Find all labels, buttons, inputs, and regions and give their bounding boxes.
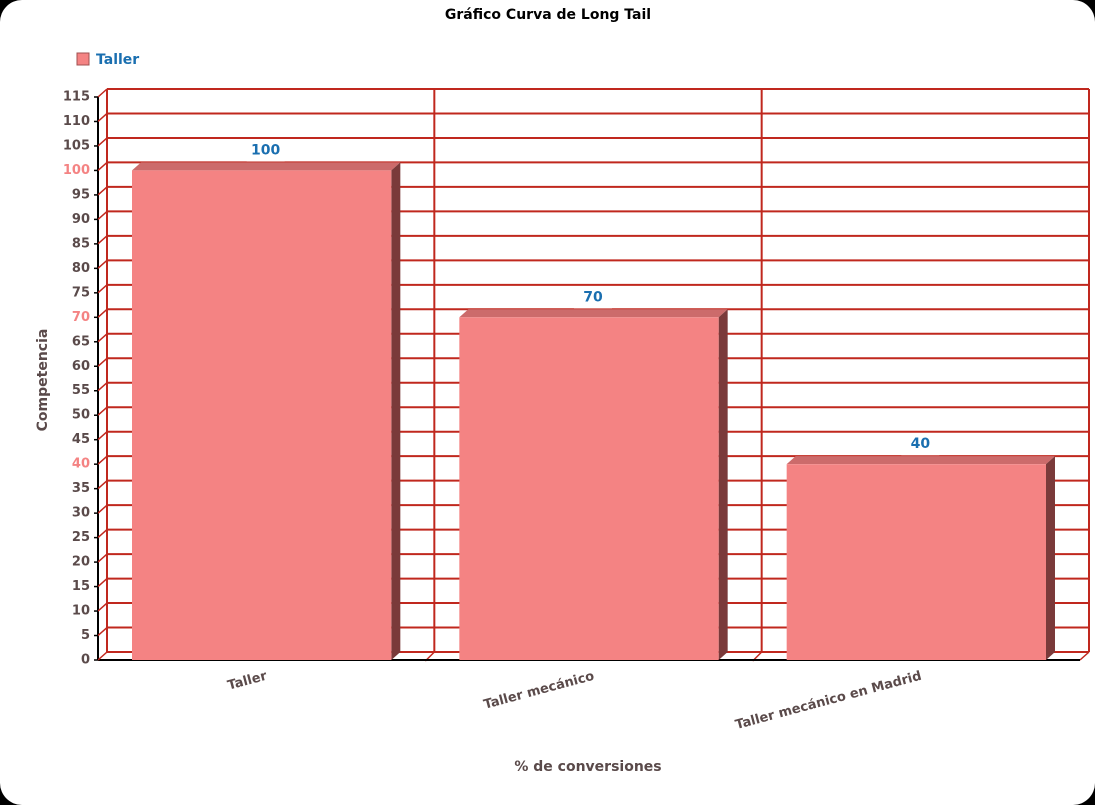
bar-side bbox=[718, 309, 728, 660]
y-tick-label: 65 bbox=[72, 334, 90, 349]
bar bbox=[786, 464, 1046, 660]
grid-tick bbox=[97, 161, 108, 171]
x-axis-label: % de conversiones bbox=[514, 759, 661, 775]
data-label: 100 bbox=[251, 142, 280, 158]
y-tick-label: 105 bbox=[63, 138, 90, 153]
grid-tick bbox=[97, 455, 108, 465]
grid-tick bbox=[97, 602, 108, 612]
y-tick-label: 85 bbox=[72, 236, 90, 251]
grid-tick bbox=[97, 333, 108, 343]
chart-title: Gráfico Curva de Long Tail bbox=[445, 7, 651, 23]
y-tick-label: 110 bbox=[63, 114, 90, 129]
y-tick-label: 40 bbox=[72, 457, 90, 472]
y-tick-label: 0 bbox=[81, 653, 90, 668]
grid-tick bbox=[97, 88, 108, 98]
data-label: 40 bbox=[911, 436, 931, 452]
y-tick-label: 75 bbox=[72, 285, 90, 300]
y-tick-label: 60 bbox=[72, 359, 90, 374]
y-tick-label: 5 bbox=[81, 628, 90, 643]
legend-swatch bbox=[76, 52, 90, 66]
grid-tick bbox=[97, 504, 108, 514]
bar-group bbox=[786, 456, 1055, 660]
bar-top bbox=[459, 309, 728, 318]
bar-top bbox=[132, 162, 401, 171]
bar-top bbox=[786, 456, 1055, 465]
grid-tick bbox=[97, 210, 108, 220]
y-tick-label: 55 bbox=[72, 383, 90, 398]
y-tick-label: 115 bbox=[63, 90, 90, 105]
grid-tick bbox=[97, 626, 108, 637]
bar bbox=[132, 170, 392, 660]
y-tick-label: 15 bbox=[72, 579, 90, 594]
grid-tick bbox=[97, 137, 108, 147]
y-tick-label: 25 bbox=[72, 530, 90, 545]
grid-tick bbox=[97, 259, 108, 269]
grid-tick bbox=[97, 235, 108, 245]
y-axis-label: Competencia bbox=[35, 329, 51, 432]
bar-group bbox=[132, 162, 401, 660]
y-tick-label: 45 bbox=[72, 432, 90, 447]
grid-tick bbox=[97, 112, 108, 123]
data-label-box bbox=[901, 433, 940, 456]
bar-side bbox=[391, 162, 401, 660]
grid-tick bbox=[97, 284, 108, 294]
grid-tick bbox=[97, 406, 108, 416]
y-tick-label: 80 bbox=[72, 261, 90, 276]
y-tick-label: 35 bbox=[72, 481, 90, 496]
grid-tick bbox=[97, 308, 108, 318]
y-tick-label: 50 bbox=[72, 408, 90, 423]
bar-group bbox=[459, 309, 728, 660]
legend-label: Taller bbox=[96, 52, 139, 68]
data-label-box bbox=[574, 286, 612, 309]
grid-tick bbox=[97, 480, 108, 490]
grid-tick bbox=[97, 431, 108, 441]
y-tick-label: 20 bbox=[72, 555, 90, 570]
data-label-box bbox=[246, 139, 285, 162]
y-tick-label: 95 bbox=[72, 187, 90, 202]
y-tick-label: 90 bbox=[72, 212, 90, 227]
y-tick-label: 30 bbox=[72, 506, 90, 521]
grid-tick bbox=[97, 651, 108, 661]
grid-tick bbox=[97, 529, 108, 539]
grid-tick bbox=[97, 357, 108, 367]
grid-tick bbox=[97, 186, 108, 196]
grid-tick bbox=[97, 382, 108, 392]
data-label: 70 bbox=[583, 289, 603, 305]
y-tick-label: 100 bbox=[63, 163, 90, 178]
y-tick-label: 70 bbox=[72, 310, 90, 325]
category-tick bbox=[1079, 651, 1090, 661]
bar bbox=[459, 317, 719, 660]
grid-tick bbox=[97, 553, 108, 563]
bar-side bbox=[1046, 456, 1055, 660]
y-tick-label: 10 bbox=[72, 604, 90, 619]
grid-tick bbox=[97, 578, 108, 588]
